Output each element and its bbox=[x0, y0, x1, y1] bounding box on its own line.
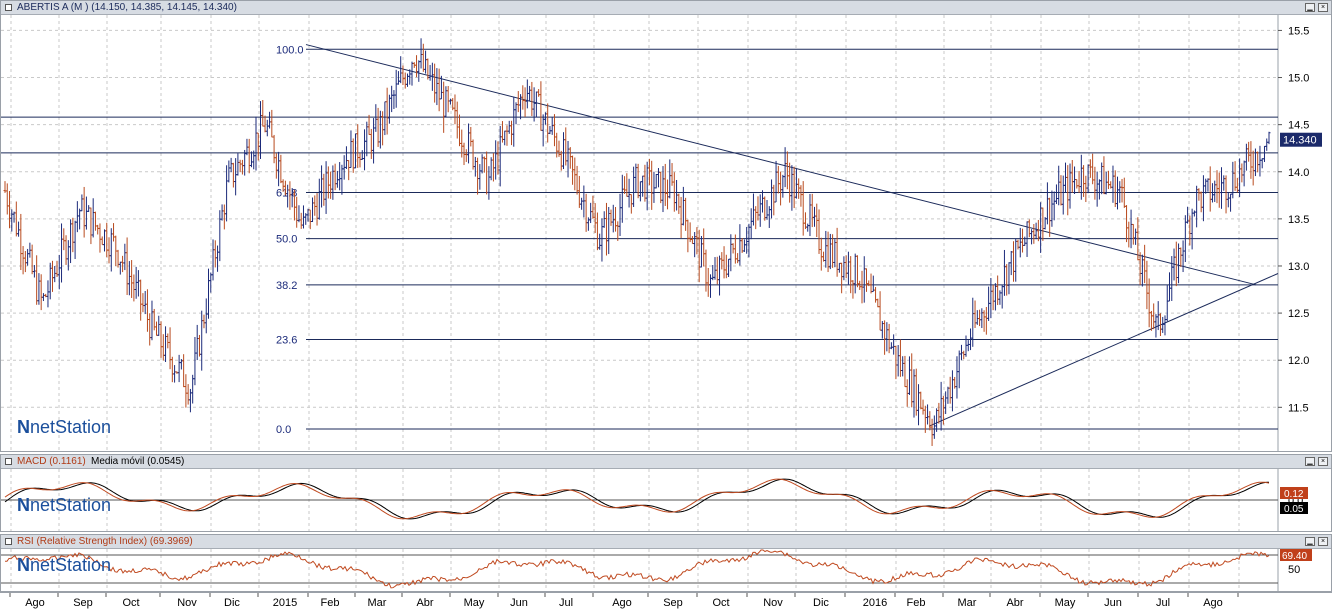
x-tick-label: Oct bbox=[712, 597, 729, 609]
x-tick-label: Mar bbox=[368, 597, 387, 609]
price-panel-titlebar: ABERTIS A (M ) (14.150, 14.385, 14.145, … bbox=[1, 1, 1331, 15]
y-tick-label: 15.0 bbox=[1288, 73, 1309, 85]
price-chart[interactable]: 15.5 15.0 14.5 14.0 13.5 13.0 12.5 12.0 11.5 100.… bbox=[1, 15, 1331, 451]
x-axis: Ago Sep Oct Nov Dic 2015 Feb Mar Abr May Jun Jul Ago… bbox=[0, 592, 1332, 611]
rsi-logo-icon: N bbox=[17, 555, 30, 575]
close-icon[interactable]: × bbox=[1318, 3, 1328, 12]
rsi-panel-menu-icon[interactable] bbox=[5, 538, 12, 545]
y-tick-label: 14.0 bbox=[1288, 167, 1309, 179]
x-tick-label: Dic bbox=[813, 597, 829, 609]
macd-signal-title: Media móvil (0.0545) bbox=[91, 456, 185, 467]
x-tick-label: Jun bbox=[510, 597, 528, 609]
fibonacci-label: 100.0 bbox=[276, 44, 304, 56]
macd-netstation-logo: NnetStation bbox=[17, 495, 112, 515]
x-tick-label: Ago bbox=[25, 597, 45, 609]
x-tick-label: Feb bbox=[907, 597, 926, 609]
x-tick-label: Sep bbox=[663, 597, 683, 609]
fibonacci-label: 50.0 bbox=[276, 234, 297, 246]
y-tick-label: 13.5 bbox=[1288, 214, 1309, 226]
y-tick-label: 14.5 bbox=[1288, 120, 1309, 132]
uptrend-line bbox=[928, 273, 1279, 427]
x-tick-label: Mar bbox=[958, 597, 977, 609]
macd-value-badge bbox=[1280, 487, 1308, 499]
macd-title: MACD (0.1161) bbox=[17, 456, 86, 467]
x-tick-label: Jun bbox=[1104, 597, 1122, 609]
x-tick-label: May bbox=[464, 597, 485, 609]
macd-panel-titlebar: MACD (0.1161) Media móvil (0.0545) ▁ × bbox=[1, 455, 1331, 469]
rsi-panel-titlebar: RSI (Relative Strength Index) (69.3969) … bbox=[1, 535, 1331, 549]
rsi-close-icon[interactable]: × bbox=[1318, 537, 1328, 546]
y-tick-label: 11.5 bbox=[1288, 402, 1309, 414]
x-tick-label: Abr bbox=[1006, 597, 1023, 609]
x-tick-label: Abr bbox=[416, 597, 433, 609]
fibonacci-label: 0.0 bbox=[276, 424, 291, 436]
fibonacci-label: 38.2 bbox=[276, 280, 297, 292]
price-panel-title: ABERTIS A (M ) (14.150, 14.385, 14.145, … bbox=[17, 2, 237, 13]
x-tick-label: Ago bbox=[1203, 597, 1223, 609]
x-tick-label: Nov bbox=[763, 597, 783, 609]
macd-panel: MACD (0.1161) Media móvil (0.0545) ▁ × 0… bbox=[0, 454, 1332, 532]
x-tick-label: Sep bbox=[73, 597, 93, 609]
y-tick-label: 12.5 bbox=[1288, 308, 1309, 320]
x-tick-label: Oct bbox=[122, 597, 139, 609]
minimize-icon[interactable]: ▁ bbox=[1305, 3, 1315, 12]
y-tick-label: 15.5 bbox=[1288, 25, 1309, 37]
last-price-label: 14.340 bbox=[1283, 135, 1317, 147]
x-axis-labels: Ago Sep Oct Nov Dic 2015 Feb Mar Abr May Jun Jul Ago… bbox=[9, 593, 1239, 609]
macd-signal-line bbox=[4, 478, 1270, 520]
last-price-badge bbox=[1280, 132, 1322, 147]
netstation-logo-icon: N bbox=[17, 417, 30, 437]
x-tick-label: Dic bbox=[224, 597, 240, 609]
panel-menu-icon[interactable] bbox=[5, 4, 12, 11]
x-tick-label: May bbox=[1055, 597, 1076, 609]
x-tick-label: Jul bbox=[559, 597, 573, 609]
macd-signal-badge bbox=[1280, 502, 1308, 514]
price-panel: ABERTIS A (M ) (14.150, 14.385, 14.145, … bbox=[0, 0, 1332, 452]
macd-logo-icon: N bbox=[17, 495, 30, 515]
macd-panel-menu-icon[interactable] bbox=[5, 458, 12, 465]
macd-minimize-icon[interactable]: ▁ bbox=[1305, 457, 1315, 466]
y-tick-label: 13.0 bbox=[1288, 261, 1309, 273]
rsi-value-badge bbox=[1280, 549, 1312, 561]
macd-value-label: 0.12 bbox=[1284, 489, 1304, 500]
rsi-line bbox=[5, 549, 1270, 589]
rsi-panel: RSI (Relative Strength Index) (69.3969) … bbox=[0, 534, 1332, 592]
downtrend-line bbox=[305, 44, 1257, 286]
x-tick-label: Ago bbox=[612, 597, 632, 609]
x-tick-label: 2015 bbox=[273, 597, 297, 609]
macd-line bbox=[4, 478, 1270, 520]
x-tick-label: 2016 bbox=[863, 597, 887, 609]
x-tick-label: Feb bbox=[321, 597, 340, 609]
rsi-chart[interactable]: 50 69.40 bbox=[1, 549, 1331, 591]
fibonacci-label: 23.6 bbox=[276, 334, 297, 346]
netstation-logo: NnetStation bbox=[17, 417, 112, 437]
rsi-value-label: 69.40 bbox=[1282, 551, 1307, 562]
rsi-y-tick-label: 50 bbox=[1288, 564, 1300, 576]
rsi-minimize-icon[interactable]: ▁ bbox=[1305, 537, 1315, 546]
y-tick-label: 12.0 bbox=[1288, 355, 1309, 367]
x-tick-label: Jul bbox=[1156, 597, 1170, 609]
rsi-title: RSI (Relative Strength Index) (69.3969) bbox=[17, 536, 193, 547]
macd-signal-label: 0.05 bbox=[1284, 504, 1304, 515]
macd-chart[interactable]: 0.00.120.05 bbox=[1, 469, 1331, 531]
x-tick-label: Nov bbox=[177, 597, 197, 609]
macd-close-icon[interactable]: × bbox=[1318, 457, 1328, 466]
rsi-netstation-logo: NnetStation bbox=[17, 555, 112, 575]
